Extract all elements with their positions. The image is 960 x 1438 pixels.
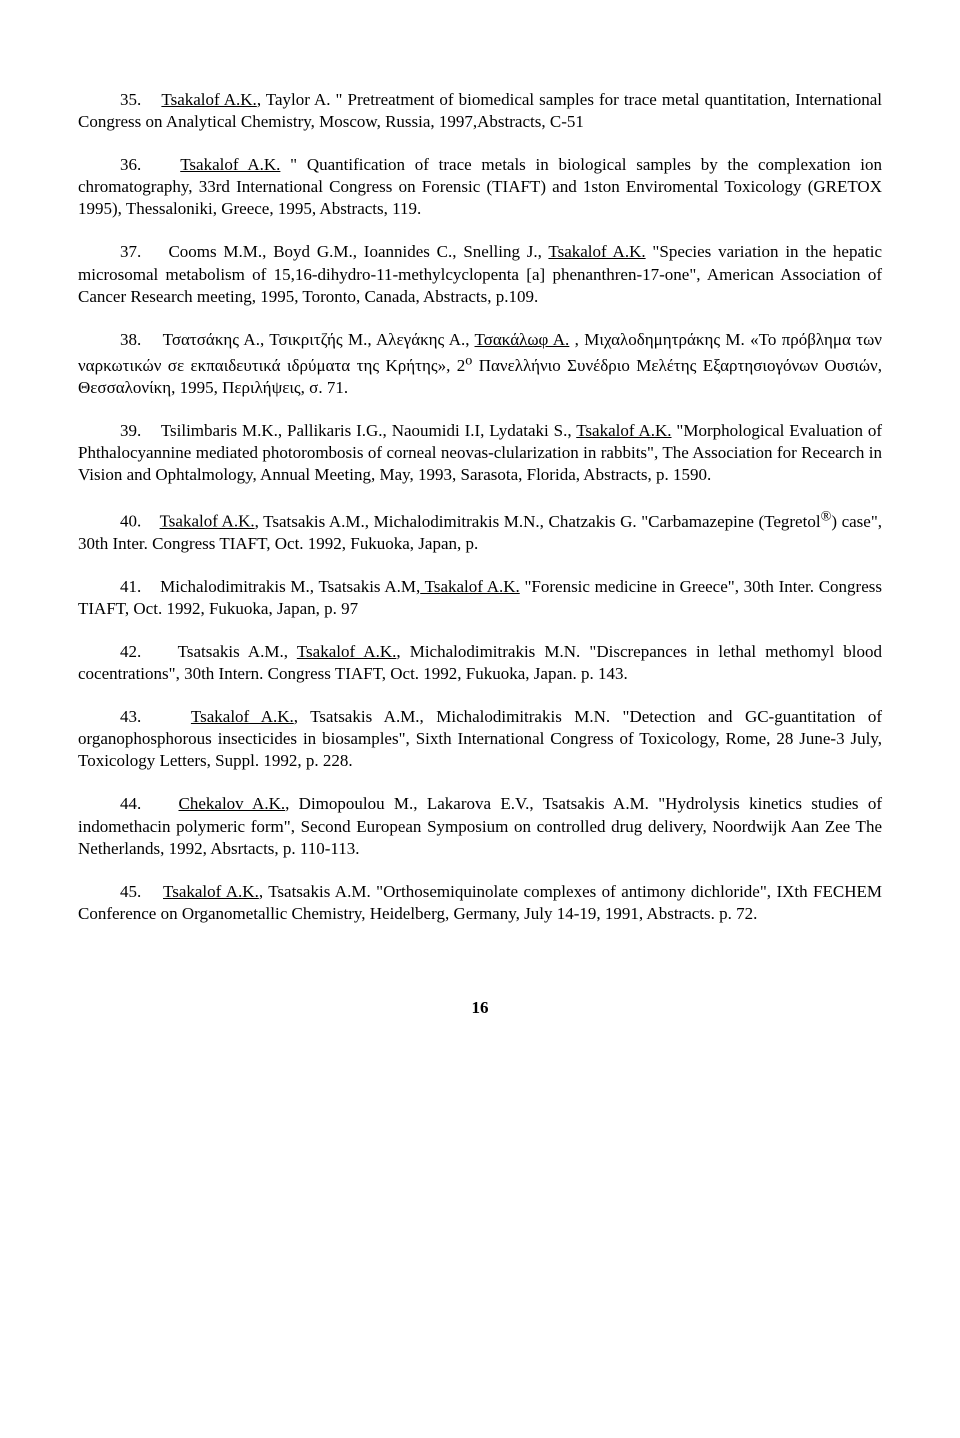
entry-number: 41. xyxy=(120,577,141,596)
reference-entry: 37. Cooms M.M., Boyd G.M., Ioannides C.,… xyxy=(78,241,882,307)
entry-underlined-author: Tsakalof A.K. xyxy=(161,90,256,109)
reference-entry: 39. Tsilimbaris M.K., Pallikaris I.G., N… xyxy=(78,420,882,486)
entry-number: 36. xyxy=(120,155,141,174)
reference-entry: 45. Tsakalof A.K., Tsatsakis A.M. "Ortho… xyxy=(78,881,882,925)
entry-underlined-author: Tsakalof A.K. xyxy=(297,642,397,661)
reference-entry: 44. Chekalov A.K., Dimopoulou M., Lakaro… xyxy=(78,793,882,859)
reference-entry: 41. Michalodimitrakis M., Tsatsakis A.M,… xyxy=(78,576,882,620)
entry-number: 42. xyxy=(120,642,141,661)
reference-entry: 43. Tsakalof A.K., Tsatsakis A.M., Micha… xyxy=(78,706,882,772)
entry-underlined-author: Tsakalof A.K. xyxy=(180,155,280,174)
entry-pre-text: Michalodimitrakis M., Tsatsakis A.M, xyxy=(160,577,420,596)
entry-underlined-author: Tsakalof A.K. xyxy=(191,707,294,726)
entry-number: 45. xyxy=(120,882,141,901)
entry-number: 43. xyxy=(120,707,141,726)
page-number: 16 xyxy=(78,997,882,1019)
entry-number: 44. xyxy=(120,794,141,813)
entry-pre-text: Cooms M.M., Boyd G.M., Ioannides C., Sne… xyxy=(168,242,548,261)
reference-entry: 42. Tsatsakis A.M., Tsakalof A.K., Micha… xyxy=(78,641,882,685)
entry-underlined-author: Tsakalof A.K. xyxy=(163,882,259,901)
entry-underlined-author: Tsakalof A.K. xyxy=(548,242,645,261)
entry-number: 35. xyxy=(120,90,141,109)
entry-number: 39. xyxy=(120,421,141,440)
entry-pre-text: Tsatsakis A.M., xyxy=(178,642,297,661)
references-list: 35. Tsakalof A.K., Taylor A. " Pretreatm… xyxy=(78,89,882,925)
entry-underlined-author: Chekalov A.K. xyxy=(179,794,286,813)
entry-number: 37. xyxy=(120,242,141,261)
entry-underlined-author: Tsakalof A.K. xyxy=(160,512,255,531)
reference-entry: 36. Tsakalof A.K. " Quantification of tr… xyxy=(78,154,882,220)
reference-entry: 38. Τσατσάκης Α., Τσικριτζής Μ., Αλεγάκη… xyxy=(78,329,882,399)
entry-pre-text: Tsilimbaris M.K., Pallikaris I.G., Naoum… xyxy=(161,421,576,440)
entry-underlined-author: Tsakalof A.K. xyxy=(420,577,520,596)
reference-entry: 35. Tsakalof A.K., Taylor A. " Pretreatm… xyxy=(78,89,882,133)
entry-pre-text: Τσατσάκης Α., Τσικριτζής Μ., Αλεγάκης Α.… xyxy=(163,330,475,349)
entry-underlined-author: Τσακάλωφ Α. xyxy=(475,330,570,349)
entry-underlined-author: Tsakalof A.K. xyxy=(576,421,671,440)
entry-number: 38. xyxy=(120,330,141,349)
reference-entry: 40. Tsakalof A.K., Tsatsakis A.M., Micha… xyxy=(78,507,882,555)
entry-number: 40. xyxy=(120,512,141,531)
